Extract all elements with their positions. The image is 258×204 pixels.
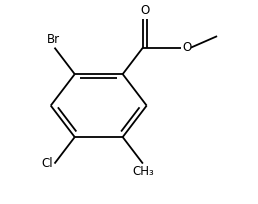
Text: CH₃: CH₃: [132, 165, 154, 178]
Text: Br: Br: [47, 33, 60, 46]
Text: O: O: [182, 41, 192, 54]
Text: O: O: [140, 4, 150, 17]
Text: Cl: Cl: [42, 157, 53, 170]
